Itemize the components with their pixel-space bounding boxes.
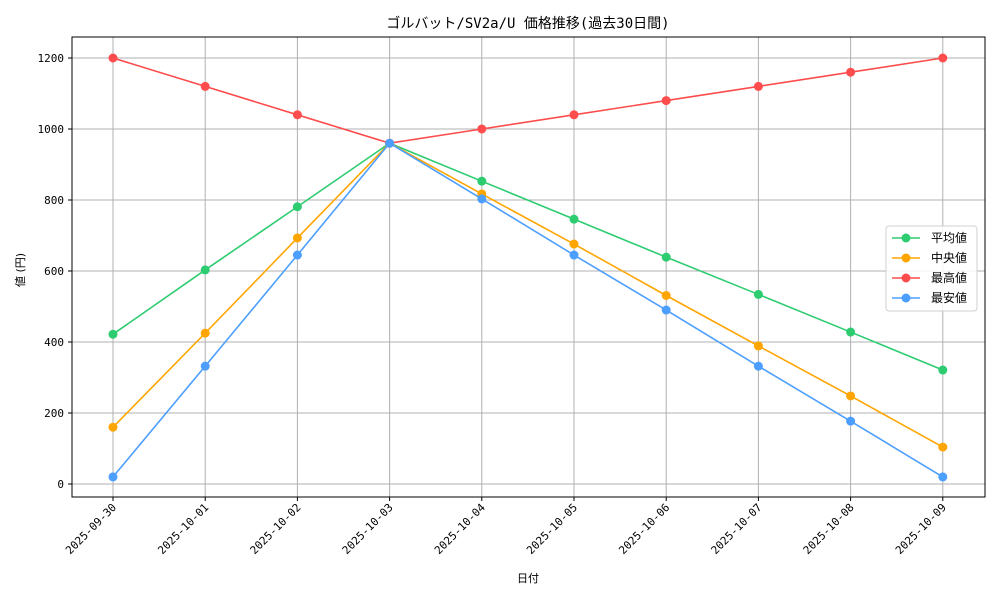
y-tick-label: 1000: [38, 123, 65, 136]
series-path: [112, 142, 944, 448]
data-point: [569, 214, 579, 224]
legend-box: [885, 225, 978, 312]
legend-label: 最安値: [931, 290, 967, 305]
x-tick-label: 2025-10-03: [340, 501, 396, 557]
data-point: [108, 472, 118, 482]
x-tick-label: 2025-10-06: [616, 501, 672, 557]
data-point: [753, 361, 763, 371]
x-axis-label: 日付: [517, 572, 539, 585]
x-tick-label: 2025-10-05: [524, 501, 580, 557]
data-point: [477, 194, 487, 204]
data-point: [938, 53, 948, 63]
legend-label: 中央値: [931, 250, 967, 265]
series-line: [108, 53, 948, 148]
series-line: [108, 138, 948, 375]
x-tick-label: 2025-10-08: [801, 501, 857, 557]
x-tick-label: 2025-09-30: [63, 501, 119, 557]
y-axis-label: 値 (円): [14, 253, 27, 287]
data-point: [385, 138, 395, 148]
plot-area-frame: [71, 36, 986, 498]
data-point: [200, 81, 210, 91]
series-path: [112, 142, 944, 371]
data-point: [108, 422, 118, 432]
data-point: [846, 391, 856, 401]
y-tick-label: 800: [44, 194, 64, 207]
data-point: [938, 472, 948, 482]
series-path: [112, 57, 943, 145]
data-point: [200, 328, 210, 338]
data-point: [846, 416, 856, 426]
legend-marker-icon: [901, 273, 911, 283]
x-axis: 2025-09-30 2025-10-01 2025-10-02 2025-10-03…: [63, 497, 949, 557]
legend-label: 平均値: [931, 230, 967, 245]
data-series: [108, 53, 948, 482]
data-point: [753, 289, 763, 299]
x-tick-label: 2025-10-07: [708, 501, 764, 557]
data-point: [292, 110, 302, 120]
data-point: [292, 202, 302, 212]
data-point: [661, 252, 671, 262]
data-point: [292, 233, 302, 243]
legend-marker-icon: [901, 233, 911, 243]
y-tick-label: 200: [44, 407, 64, 420]
data-point: [938, 365, 948, 375]
legend-label: 最高値: [931, 270, 967, 285]
legend-marker-icon: [901, 253, 911, 263]
legend-marker-icon: [901, 293, 911, 303]
data-point: [753, 341, 763, 351]
x-tick-label: 2025-10-09: [893, 501, 949, 557]
data-point: [753, 81, 763, 91]
y-axis: 0 200 400 600 800 1000 1200: [38, 52, 72, 491]
x-tick-label: 2025-10-01: [155, 501, 211, 557]
data-point: [292, 250, 302, 260]
data-point: [108, 53, 118, 63]
y-tick-label: 600: [44, 265, 64, 278]
data-point: [661, 305, 671, 315]
x-tick-label: 2025-10-02: [247, 501, 303, 557]
series-line: [108, 138, 948, 452]
data-point: [569, 239, 579, 249]
series-path: [112, 142, 944, 478]
data-point: [477, 176, 487, 186]
y-tick-label: 400: [44, 336, 64, 349]
y-tick-label: 1200: [38, 52, 65, 65]
data-point: [661, 96, 671, 106]
data-point: [200, 361, 210, 371]
data-point: [108, 329, 118, 339]
data-point: [938, 442, 948, 452]
series-line: [108, 138, 948, 482]
data-point: [846, 327, 856, 337]
data-point: [200, 265, 210, 275]
data-point: [846, 67, 856, 77]
data-point: [569, 110, 579, 120]
chart-title: ゴルバット/SV2a/U 価格推移(過去30日間): [386, 15, 669, 32]
data-point: [569, 250, 579, 260]
x-tick-label: 2025-10-04: [432, 501, 488, 557]
y-tick-label: 0: [57, 478, 64, 491]
data-point: [661, 290, 671, 300]
data-point: [477, 124, 487, 134]
